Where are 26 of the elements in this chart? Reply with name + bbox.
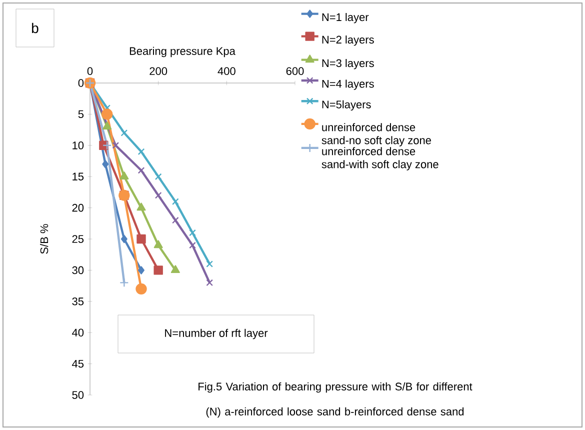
- y-tick-label: 40: [72, 328, 84, 336]
- text: Fig.5 Variation of bearing pressure with S/B for different (N) a-reinforced loose sand b-reinforced dense sand: [198, 382, 472, 418]
- y-tick-label: 0: [78, 79, 84, 87]
- y-tick-label: 35: [72, 298, 84, 306]
- x-tick-label: 600: [286, 67, 304, 76]
- y-tick-label: 30: [72, 266, 84, 274]
- legend-label: N=1 layer: [322, 12, 369, 24]
- legend-label: N=2 layers: [322, 35, 374, 46]
- y-tick-label: 20: [72, 204, 84, 212]
- legend-label: N=3 layers: [322, 58, 374, 70]
- x-axis-title: Bearing pressure Kpa: [130, 46, 236, 58]
- y-tick-label: 5: [78, 110, 84, 118]
- x-tick-label: 0: [87, 67, 93, 76]
- legend-label: N=5layers: [322, 100, 371, 111]
- y-axis-title: S/B %: [40, 224, 48, 254]
- y-tick-label: 25: [72, 235, 84, 243]
- y-tick-label: 45: [72, 360, 84, 368]
- legend-label: unreinforced dense sand-with soft clay zone: [322, 147, 438, 170]
- x-tick-label: 200: [150, 67, 168, 76]
- text: b: [32, 22, 38, 34]
- y-tick-label: 10: [72, 142, 84, 150]
- x-tick-label: 400: [218, 67, 236, 76]
- y-tick-label: 50: [72, 391, 84, 399]
- annotation: N=number of rft layer: [165, 328, 268, 340]
- y-tick-label: 15: [72, 172, 84, 180]
- legend-label: N=4 layers: [322, 80, 374, 90]
